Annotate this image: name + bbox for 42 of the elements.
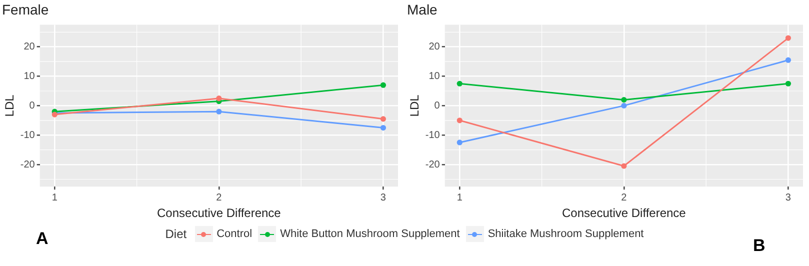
point [380, 116, 386, 122]
y-axis-title: LDL [2, 94, 17, 117]
x-tick-label: 1 [456, 192, 463, 204]
x-tick-label: 2 [216, 192, 222, 204]
y-tick-label: 10 [24, 71, 36, 82]
point [456, 118, 462, 124]
y-tick-label: -10 [425, 130, 440, 141]
x-axis-title: Consecutive Difference [562, 206, 686, 220]
point [456, 140, 462, 146]
point [621, 102, 627, 108]
chart-title: Female [2, 1, 49, 18]
legend-label: White Button Mushroom Supplement [280, 228, 460, 240]
y-tick-label: 0 [434, 100, 440, 112]
y-tick-label: -20 [20, 159, 36, 170]
x-tick-label: 3 [785, 192, 792, 204]
point [621, 97, 627, 103]
point [785, 80, 792, 86]
x-tick-label: 1 [52, 192, 58, 204]
text: B [753, 236, 766, 256]
legend-label: Shiitake Mushroom Supplement [488, 228, 644, 240]
y-tick-label: 0 [29, 100, 36, 112]
legend-label: Control [216, 228, 252, 240]
y-tick-label: 20 [428, 42, 440, 53]
y-tick-label: 20 [24, 42, 36, 53]
point [380, 124, 386, 131]
y-tick-label: -10 [20, 130, 36, 141]
y-tick-label: -20 [425, 159, 440, 170]
point [621, 163, 627, 169]
x-tick-label: 3 [380, 192, 386, 204]
point [785, 35, 792, 41]
point [380, 82, 386, 88]
point [216, 108, 222, 114]
legend-title: Diet [165, 227, 187, 241]
y-axis-title: LDL [408, 94, 422, 117]
text: A [36, 229, 48, 249]
x-tick-label: 2 [621, 192, 628, 204]
x-axis-title: Consecutive Difference [157, 206, 282, 220]
chart-title: Male [407, 1, 438, 18]
point [456, 80, 462, 86]
point [785, 57, 792, 63]
point [216, 96, 222, 102]
y-tick-label: 10 [428, 71, 440, 82]
